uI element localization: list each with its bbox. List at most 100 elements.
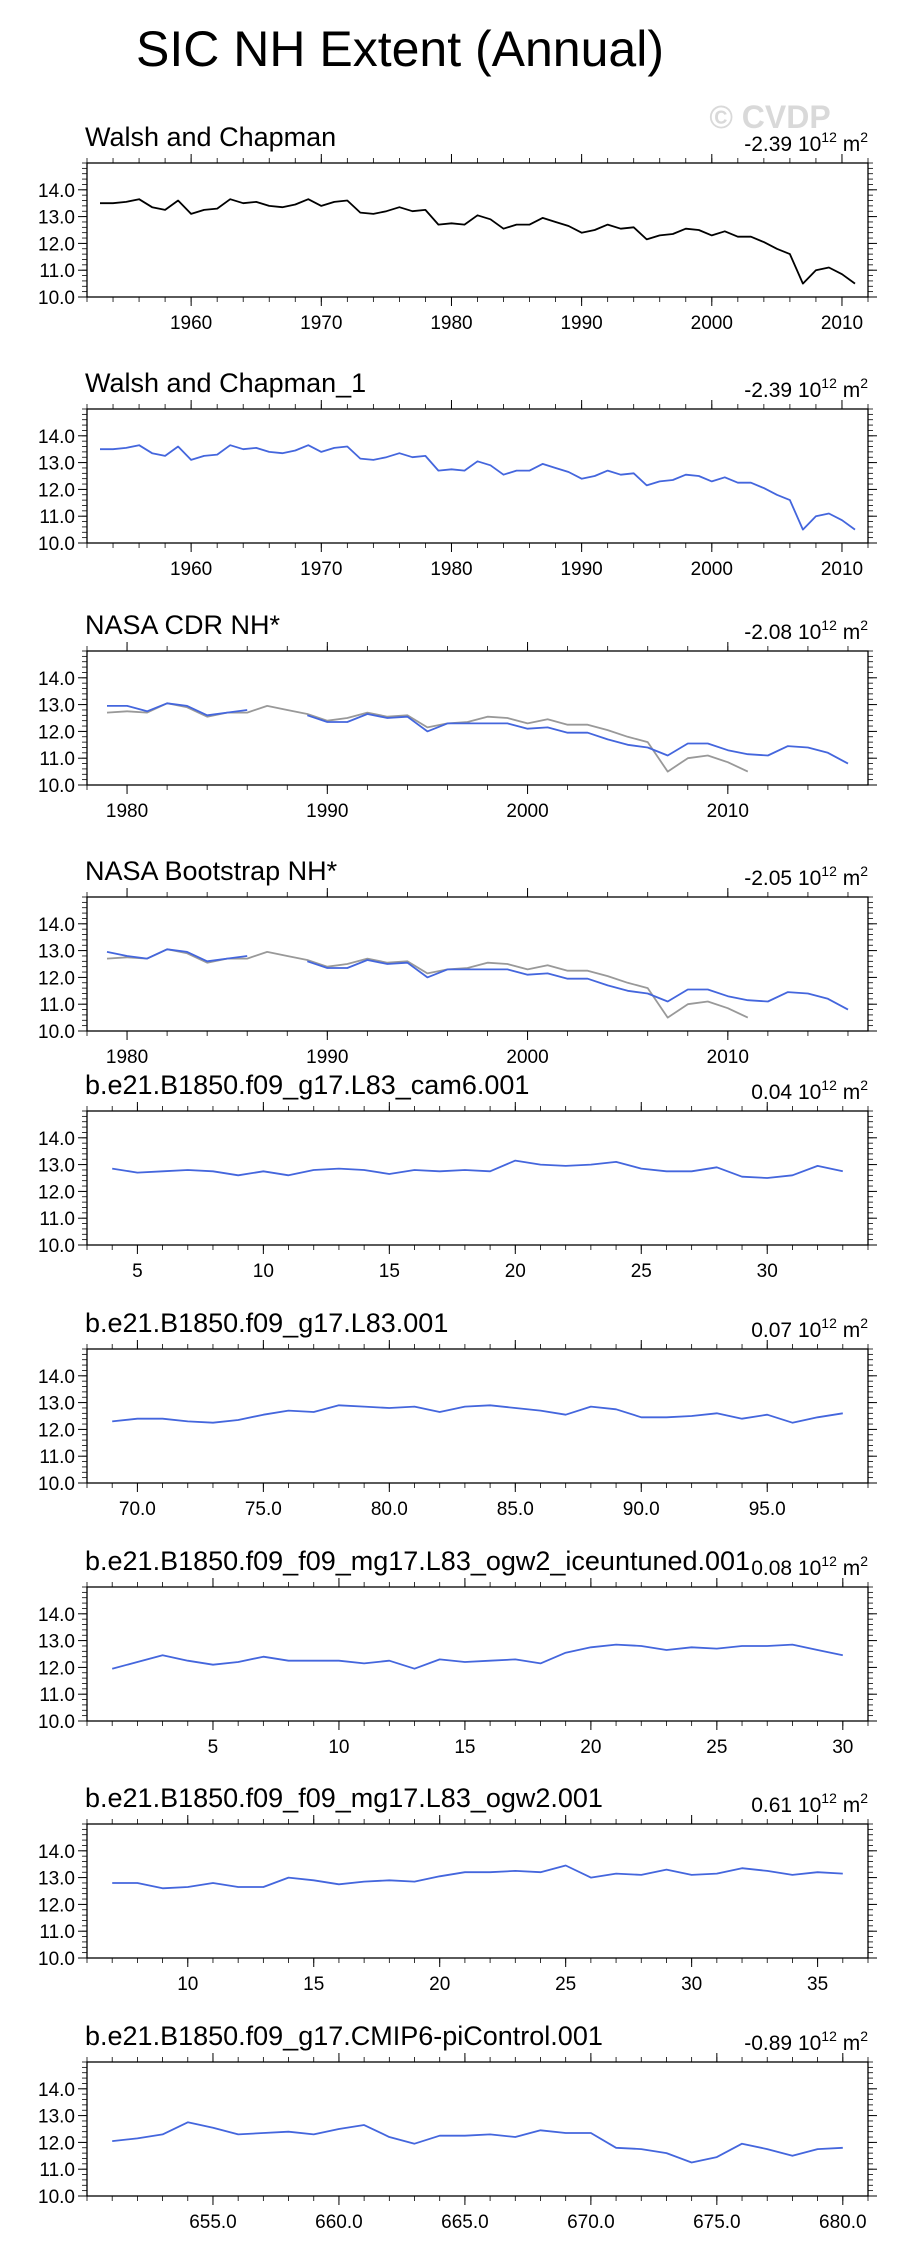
panel-1: Walsh and Chapman -2.39 1012 m2 1960 1970 19… — [38, 122, 877, 334]
trend-label: -0.89 1012 m2 — [744, 2028, 868, 2055]
trend-exp: 12 — [821, 2028, 837, 2044]
x-tick-label: 5 — [208, 1737, 219, 1758]
panel-title: NASA CDR NH* — [85, 610, 281, 640]
trend-label: -2.39 1012 m2 — [744, 129, 868, 156]
trend-unit: 10 — [798, 867, 821, 890]
y-tick-label: 12.0 — [38, 968, 75, 989]
x-tick-label: 1980 — [430, 559, 472, 580]
series-line-obs_ref — [106, 702, 749, 773]
trend-unit: 10 — [798, 2032, 821, 2055]
trend-label: -2.08 1012 m2 — [744, 617, 868, 644]
x-tick-label: 1990 — [306, 801, 348, 822]
x-tick-label: 85.0 — [497, 1499, 534, 1520]
panel-9: b.e21.B1850.f09_g17.CMIP6-piControl.001 -… — [38, 2021, 877, 2233]
y-tick-label: 11.0 — [39, 2160, 75, 2181]
trend-sup: 2 — [860, 1315, 868, 1331]
x-tick-label: 30 — [832, 1737, 853, 1758]
y-tick-label: 10.0 — [38, 1236, 75, 1257]
x-tick-label: 90.0 — [623, 1499, 660, 1520]
trend-suffix: m — [837, 379, 860, 402]
y-tick-label: 13.0 — [38, 696, 75, 717]
series-line-model — [307, 959, 849, 1011]
trend-suffix: m — [837, 1319, 860, 1342]
x-tick-label: 75.0 — [245, 1499, 282, 1520]
x-tick-label: 2010 — [821, 559, 863, 580]
x-tick-label: 1980 — [430, 313, 472, 334]
x-tick-label: 675.0 — [693, 2212, 741, 2233]
y-tick-label: 10.0 — [38, 1712, 75, 1733]
trend-exp: 12 — [821, 129, 837, 145]
series-line-model — [307, 713, 849, 765]
x-tick-label: 1990 — [560, 313, 602, 334]
x-tick-label: 20 — [505, 1261, 526, 1282]
y-tick-label: 10.0 — [38, 1022, 75, 1043]
trend-exp: 12 — [821, 375, 837, 391]
x-tick-label: 30 — [757, 1261, 778, 1282]
x-tick-label: 10 — [328, 1737, 349, 1758]
series-line-obs_ref — [106, 948, 749, 1019]
x-tick-label: 25 — [631, 1261, 652, 1282]
trend-label: -2.05 1012 m2 — [744, 863, 868, 890]
x-tick-label: 655.0 — [189, 2212, 237, 2233]
panel-6: b.e21.B1850.f09_g17.L83.001 0.07 1012 m2 7… — [38, 1308, 877, 1520]
x-tick-label: 660.0 — [315, 2212, 363, 2233]
trend-suffix: m — [837, 621, 860, 644]
y-tick-label: 14.0 — [38, 1605, 75, 1626]
y-tick-label: 13.0 — [38, 1156, 75, 1177]
plot-frame — [86, 1348, 869, 1484]
trend-value: 0.04 — [751, 1081, 798, 1104]
y-tick-label: 12.0 — [38, 480, 75, 501]
y-tick-label: 10.0 — [38, 1474, 75, 1495]
panel-8: b.e21.B1850.f09_f09_mg17.L83_ogw2.001 0.6… — [38, 1783, 877, 1995]
panel-7: b.e21.B1850.f09_f09_mg17.L83_ogw2_iceunt… — [38, 1546, 877, 1758]
y-tick-label: 14.0 — [38, 1842, 75, 1863]
y-tick-label: 11.0 — [39, 1447, 75, 1468]
panel-title: b.e21.B1850.f09_f09_mg17.L83_ogw2.001 — [85, 1783, 603, 1813]
trend-label: 0.04 1012 m2 — [751, 1077, 868, 1104]
y-tick-label: 13.0 — [38, 2107, 75, 2128]
panel-3: NASA CDR NH* -2.08 1012 m2 1980 1990 2000 201… — [38, 610, 877, 822]
trend-unit: 10 — [798, 621, 821, 644]
y-tick-label: 13.0 — [38, 454, 75, 475]
y-tick-label: 11.0 — [39, 1209, 75, 1230]
trend-value: -2.08 — [744, 621, 798, 644]
x-tick-label: 20 — [429, 1974, 450, 1995]
x-tick-label: 2000 — [506, 801, 548, 822]
y-tick-label: 13.0 — [38, 1869, 75, 1890]
x-tick-label: 30 — [681, 1974, 702, 1995]
series-line-model — [107, 702, 248, 717]
series-line-model — [112, 2121, 843, 2164]
x-tick-label: 70.0 — [119, 1499, 156, 1520]
x-tick-label: 2010 — [707, 801, 749, 822]
trend-value: 0.07 — [751, 1319, 798, 1342]
y-tick-label: 11.0 — [39, 995, 75, 1016]
trend-label: 0.08 1012 m2 — [751, 1553, 868, 1580]
y-tick-label: 14.0 — [38, 669, 75, 690]
y-tick-label: 13.0 — [38, 208, 75, 229]
y-tick-label: 10.0 — [38, 288, 75, 309]
plot-frame — [86, 408, 869, 544]
trend-suffix: m — [837, 867, 860, 890]
x-tick-label: 10 — [177, 1974, 198, 1995]
trend-exp: 12 — [821, 617, 837, 633]
y-tick-label: 13.0 — [38, 1632, 75, 1653]
x-tick-label: 15 — [303, 1974, 324, 1995]
x-tick-label: 95.0 — [749, 1499, 786, 1520]
x-tick-label: 25 — [706, 1737, 727, 1758]
y-tick-label: 10.0 — [38, 534, 75, 555]
trend-sup: 2 — [860, 1790, 868, 1806]
trend-suffix: m — [837, 2032, 860, 2055]
panel-title: Walsh and Chapman_1 — [85, 368, 366, 398]
panel-2: Walsh and Chapman_1 -2.39 1012 m2 1960 1970… — [38, 368, 877, 580]
y-tick-label: 14.0 — [38, 181, 75, 202]
y-tick-label: 10.0 — [38, 1949, 75, 1970]
y-tick-label: 10.0 — [38, 776, 75, 797]
trend-suffix: m — [837, 133, 860, 156]
series-line-model — [112, 1159, 843, 1179]
plot-frame — [86, 162, 869, 298]
trend-sup: 2 — [860, 375, 868, 391]
x-tick-label: 1960 — [170, 559, 212, 580]
trend-label: 0.07 1012 m2 — [751, 1315, 868, 1342]
x-tick-label: 670.0 — [567, 2212, 615, 2233]
